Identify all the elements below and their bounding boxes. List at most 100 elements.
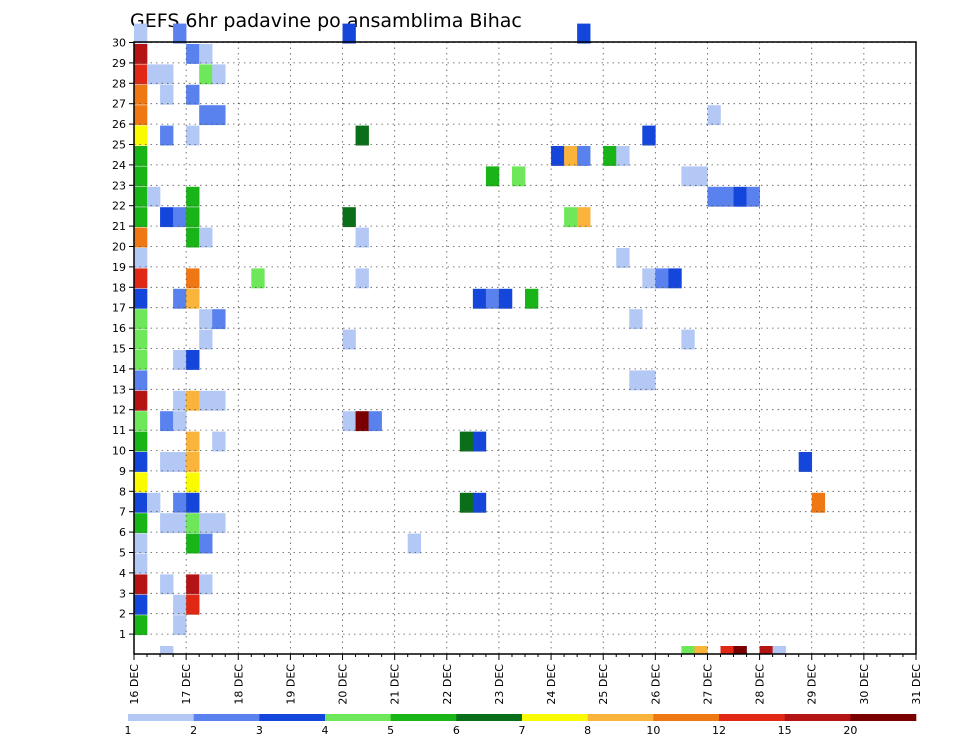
heatmap-cells — [134, 23, 826, 654]
precip-cell — [642, 125, 656, 146]
precip-cell — [134, 268, 148, 289]
precip-cell — [485, 166, 500, 187]
legend-swatch — [193, 714, 260, 721]
precip-cell — [772, 646, 786, 654]
y-tick-label: 21 — [112, 220, 126, 233]
precip-cell — [160, 452, 174, 472]
y-tick-label: 23 — [112, 179, 126, 192]
precip-cell — [134, 309, 148, 330]
y-tick-label: 11 — [112, 424, 126, 437]
precip-cell — [212, 64, 226, 85]
precip-cell — [173, 594, 187, 615]
precip-cell — [577, 146, 591, 166]
y-tick-label: 22 — [112, 200, 126, 213]
precip-cell — [134, 146, 148, 166]
precip-cell — [472, 492, 487, 513]
y-tick-label: 1 — [119, 628, 126, 641]
x-tick-label: 28 DEC — [754, 664, 767, 705]
legend-swatch — [390, 714, 457, 721]
x-tick-label: 25 DEC — [597, 664, 610, 705]
legend-label: 8 — [584, 724, 591, 737]
x-tick-label: 19 DEC — [284, 664, 297, 705]
precip-cell — [368, 411, 382, 432]
legend-label: 7 — [519, 724, 526, 737]
precip-cell — [134, 615, 148, 636]
precip-cell — [212, 390, 226, 411]
legend-swatch — [719, 714, 785, 721]
precip-cell — [186, 288, 200, 309]
y-tick-label: 26 — [112, 118, 126, 131]
legend-label: 1 — [125, 724, 132, 737]
legend-label: 2 — [190, 724, 197, 737]
precip-cell — [485, 288, 500, 309]
precip-cell — [134, 186, 148, 207]
precip-cell — [173, 513, 187, 534]
y-tick-label: 15 — [112, 343, 126, 356]
y-axis: 1234567891011121314151617181920212223242… — [112, 37, 134, 641]
y-tick-label: 6 — [119, 526, 126, 539]
precip-cell — [186, 268, 200, 289]
precip-cell — [746, 186, 760, 207]
precip-cell — [616, 248, 630, 268]
precip-cell — [199, 227, 213, 248]
precip-cell — [668, 268, 682, 289]
precip-cell — [472, 288, 487, 309]
precip-cell — [759, 646, 773, 654]
precip-cell — [134, 64, 148, 85]
precip-cell — [186, 594, 200, 615]
legend-label: 5 — [387, 724, 394, 737]
precip-cell — [160, 64, 174, 85]
x-tick-label: 21 DEC — [389, 664, 402, 705]
precip-cell — [186, 207, 200, 228]
precip-cell — [342, 23, 356, 44]
precip-cell — [134, 23, 148, 44]
legend-label: 20 — [843, 724, 857, 737]
precip-cell — [186, 452, 200, 472]
precip-cell — [147, 492, 161, 513]
precip-cell — [160, 513, 174, 534]
precip-cell — [498, 288, 513, 309]
precip-cell — [199, 105, 213, 126]
y-tick-label: 3 — [119, 587, 126, 600]
precip-cell — [733, 646, 747, 654]
plot-frame — [133, 41, 917, 655]
legend-label: 3 — [256, 724, 263, 737]
precip-cell — [186, 350, 200, 370]
x-tick-label: 17 DEC — [180, 664, 193, 705]
color-legend: 1 2 3 4 5 6 7 8 10 12 15 20 — [125, 714, 917, 737]
precip-cell — [134, 574, 148, 595]
precip-cell — [134, 288, 148, 309]
y-tick-label: 10 — [112, 445, 126, 458]
grid-lines — [134, 42, 916, 654]
precip-cell — [134, 166, 148, 187]
y-tick-label: 7 — [119, 506, 126, 519]
precip-cell — [173, 411, 187, 432]
precip-cell — [147, 186, 161, 207]
precip-cell — [186, 186, 200, 207]
y-tick-label: 24 — [112, 159, 126, 172]
precip-cell — [564, 146, 578, 166]
precip-cell — [355, 268, 369, 289]
precip-cell — [459, 431, 474, 452]
y-tick-label: 20 — [112, 241, 126, 254]
x-axis: 16 DEC 17 DEC 18 DEC 19 DEC 20 DEC 21 DEC 22 D… — [128, 654, 923, 705]
x-tick-label: 24 DEC — [545, 664, 558, 705]
precip-cell — [134, 105, 148, 126]
precip-cell — [681, 166, 695, 187]
y-tick-label: 17 — [112, 302, 126, 315]
precip-cell — [134, 431, 148, 452]
precip-cell — [342, 329, 356, 350]
precip-cell — [212, 309, 226, 330]
precip-cell — [186, 533, 200, 554]
legend-label: 6 — [453, 724, 460, 737]
precip-cell — [173, 390, 187, 411]
precip-cell — [407, 533, 422, 554]
precip-cell — [798, 452, 813, 472]
legend-label: 4 — [322, 724, 329, 737]
precip-cell — [134, 370, 148, 391]
precip-cell — [511, 166, 526, 187]
precip-cell — [134, 248, 148, 268]
y-tick-label: 14 — [112, 363, 126, 376]
precip-cell — [186, 44, 200, 64]
precip-cell — [577, 23, 591, 44]
